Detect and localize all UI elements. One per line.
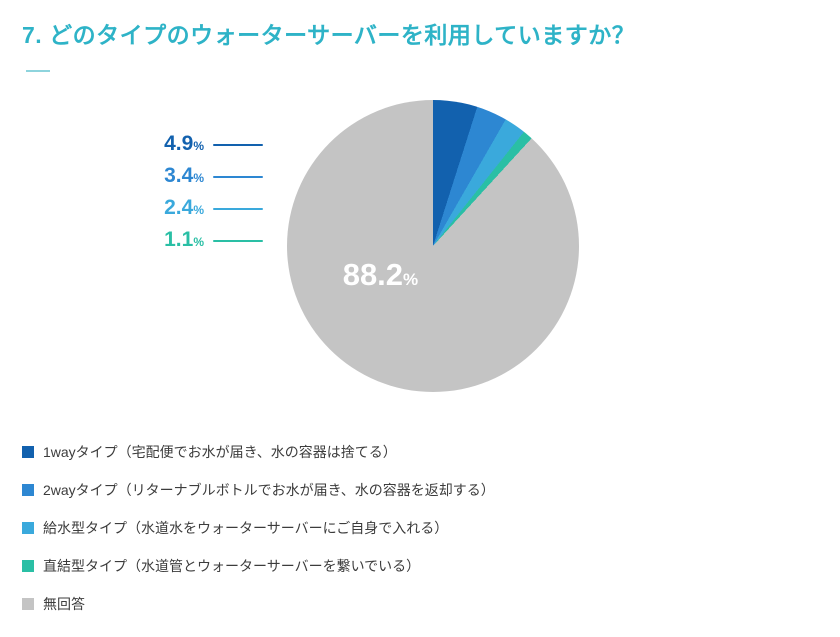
legend-item: 無回答: [22, 596, 495, 612]
legend-label: 無回答: [43, 596, 85, 612]
legend-label: 1wayタイプ（宅配便でお水が届き、水の容器は捨てる）: [43, 444, 397, 460]
callout-number: 3.4: [164, 164, 194, 187]
callout-number: 2.4: [164, 196, 194, 219]
percent-sign: %: [403, 270, 419, 290]
callout-value: 2.4%: [148, 197, 204, 221]
callout-row: 3.4%: [148, 165, 263, 189]
callout-value: 3.4%: [148, 165, 204, 189]
callout-leader-line: [213, 208, 263, 210]
callout-list: 4.9% 3.4% 2.4% 1.1%: [148, 133, 263, 262]
pie-main-value: 88.2: [342, 257, 404, 293]
callout-leader-line: [213, 240, 263, 242]
legend-swatch: [22, 522, 34, 534]
callout-number: 1.1: [164, 228, 194, 251]
legend-swatch: [22, 560, 34, 572]
percent-sign: %: [193, 171, 204, 185]
callout-value: 1.1%: [148, 229, 204, 253]
legend-swatch: [22, 598, 34, 610]
pie-chart: 88.2%: [287, 100, 579, 392]
callout-row: 1.1%: [148, 229, 263, 253]
callout-value: 4.9%: [148, 133, 204, 157]
legend-label: 直結型タイプ（水道管とウォーターサーバーを繋いでいる）: [43, 558, 421, 574]
legend-swatch: [22, 484, 34, 496]
callout-leader-line: [213, 144, 263, 146]
callout-leader-line: [213, 176, 263, 178]
legend: 1wayタイプ（宅配便でお水が届き、水の容器は捨てる） 2wayタイプ（リターナ…: [22, 444, 495, 634]
callout-row: 2.4%: [148, 197, 263, 221]
callout-number: 4.9: [164, 132, 194, 155]
percent-sign: %: [193, 235, 204, 249]
legend-item: 直結型タイプ（水道管とウォーターサーバーを繋いでいる）: [22, 558, 495, 574]
legend-label: 給水型タイプ（水道水をウォーターサーバーにご自身で入れる）: [43, 520, 449, 536]
legend-item: 給水型タイプ（水道水をウォーターサーバーにご自身で入れる）: [22, 520, 495, 536]
percent-sign: %: [193, 203, 204, 217]
title-underline: [26, 70, 50, 72]
legend-item: 2wayタイプ（リターナブルボトルでお水が届き、水の容器を返却する）: [22, 482, 495, 498]
percent-sign: %: [193, 139, 204, 153]
legend-item: 1wayタイプ（宅配便でお水が届き、水の容器は捨てる）: [22, 444, 495, 460]
page-title: 7. どのタイプのウォーターサーバーを利用していますか？: [22, 22, 636, 48]
legend-label: 2wayタイプ（リターナブルボトルでお水が届き、水の容器を返却する）: [43, 482, 495, 498]
legend-swatch: [22, 446, 34, 458]
callout-row: 4.9%: [148, 133, 263, 157]
pie-main-slice-label: 88.2%: [343, 257, 418, 293]
